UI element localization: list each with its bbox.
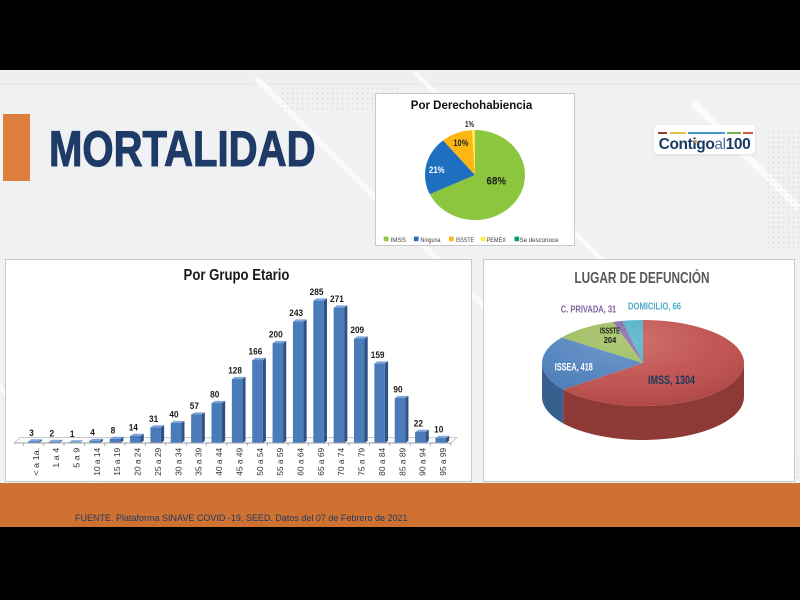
svg-text:50 a 54: 50 a 54 [256, 447, 265, 476]
svg-text:35 a 39: 35 a 39 [195, 447, 204, 476]
svg-text:5 a 9: 5 a 9 [73, 447, 82, 468]
svg-text:90 a 94: 90 a 94 [419, 447, 428, 476]
svg-text:1 a 4: 1 a 4 [52, 447, 61, 468]
svg-text:90: 90 [393, 385, 402, 395]
svg-text:128: 128 [228, 366, 242, 376]
svg-text:22: 22 [414, 419, 423, 429]
svg-text:2: 2 [50, 429, 55, 439]
svg-text:21%: 21% [429, 165, 445, 176]
svg-text:271: 271 [330, 294, 344, 304]
svg-text:68%: 68% [487, 176, 507, 188]
svg-text:57: 57 [190, 401, 199, 411]
svg-text:20 a 24: 20 a 24 [134, 447, 143, 476]
svg-text:285: 285 [310, 287, 324, 297]
svg-text:ISSSTE: ISSSTE [600, 326, 620, 336]
svg-text:PEMEX: PEMEX [487, 237, 507, 244]
svg-text:Ninguna: Ninguna [421, 237, 441, 244]
svg-text:25 a 29: 25 a 29 [154, 447, 163, 476]
svg-text:C. PRIVADA, 31: C. PRIVADA, 31 [561, 305, 617, 316]
svg-text:1: 1 [70, 429, 75, 439]
svg-text:40: 40 [169, 410, 178, 420]
svg-text:Se desconoce: Se desconoce [520, 237, 559, 244]
svg-text:10: 10 [434, 425, 443, 435]
svg-text:31: 31 [149, 414, 158, 424]
svg-text:200: 200 [269, 330, 283, 340]
svg-text:45 a 49: 45 a 49 [235, 447, 244, 476]
svg-text:80 a 84: 80 a 84 [378, 447, 387, 476]
svg-text:243: 243 [289, 308, 303, 318]
svg-text:65 a 69: 65 a 69 [317, 447, 326, 476]
svg-text:ISSEA, 418: ISSEA, 418 [555, 362, 593, 374]
svg-text:ISSSTE: ISSSTE [456, 237, 475, 244]
svg-text:8: 8 [111, 426, 116, 436]
svg-text:IMSS, 1304: IMSS, 1304 [648, 375, 695, 387]
svg-text:204: 204 [604, 335, 617, 345]
svg-text:55 a 59: 55 a 59 [276, 447, 285, 476]
svg-text:DOMICILIO, 66: DOMICILIO, 66 [628, 302, 681, 313]
svg-text:209: 209 [350, 325, 364, 335]
svg-text:3: 3 [29, 428, 34, 438]
svg-text:80: 80 [210, 390, 219, 400]
svg-text:10%: 10% [453, 138, 468, 148]
svg-text:15 a 19: 15 a 19 [113, 447, 122, 476]
svg-text:166: 166 [249, 347, 263, 357]
svg-text:95 a 99: 95 a 99 [439, 447, 448, 476]
svg-text:30 a 34: 30 a 34 [174, 447, 183, 476]
svg-text:< a 1a.: < a 1a. [32, 448, 41, 476]
svg-text:85 a 89: 85 a 89 [398, 447, 407, 476]
svg-text:40 a 44: 40 a 44 [215, 447, 224, 476]
svg-text:1%: 1% [465, 120, 474, 129]
svg-text:75 a 79: 75 a 79 [358, 447, 367, 476]
svg-text:10 a 14: 10 a 14 [93, 447, 102, 476]
svg-text:IMSS: IMSS [391, 237, 407, 244]
svg-text:4: 4 [90, 428, 95, 438]
svg-text:159: 159 [371, 350, 385, 360]
svg-text:14: 14 [129, 423, 138, 433]
svg-text:60 a 64: 60 a 64 [296, 447, 305, 476]
svg-text:70 a 74: 70 a 74 [337, 447, 346, 476]
